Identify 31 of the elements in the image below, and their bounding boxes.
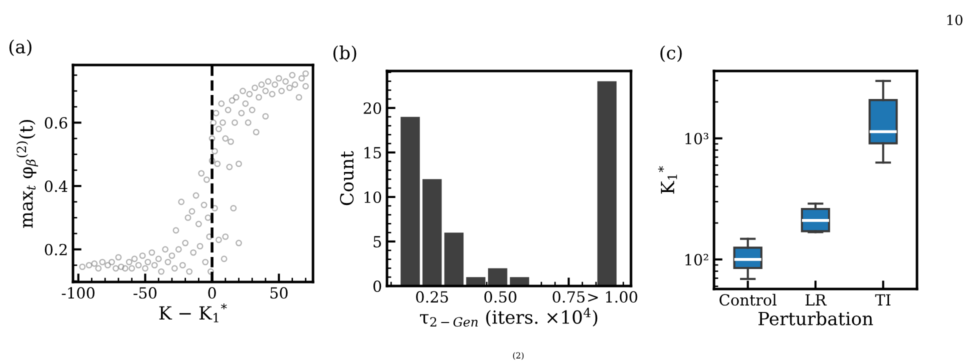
x-axis-title: τ$_{2−Gen}$ (iters. ×10$^{4}$) xyxy=(420,308,598,327)
chart-title: (a) xyxy=(9,40,32,56)
y-tick-label: 0.4 xyxy=(44,180,68,192)
text: (2) xyxy=(513,352,524,360)
x-tick-label: 50 xyxy=(270,287,288,299)
x-axis-title: K − K$_{1}$$^{*}$ xyxy=(159,304,227,322)
y-tick-label: 5 xyxy=(374,236,381,248)
y-axis-title: K$_{1}$$^{*}$ xyxy=(658,166,677,194)
y-tick-label: 0.6 xyxy=(44,117,68,129)
y-tick-label: 15 xyxy=(364,146,381,158)
chart-title: (c) xyxy=(660,46,682,62)
y-tick-label: 10² xyxy=(685,254,708,266)
x-tick-label: 0.25 xyxy=(416,291,448,303)
x-axis-title: Perturbation xyxy=(758,311,874,326)
x-tick-label: 0 xyxy=(208,287,216,299)
y-tick-label: 10 xyxy=(364,191,382,203)
x-tick-label: Control xyxy=(720,294,777,306)
x-tick-label: > 1.00 xyxy=(588,291,638,303)
x-tick-label: 0.50 xyxy=(484,291,516,303)
y-tick-label: 0.2 xyxy=(44,244,67,256)
x-tick-label: LR xyxy=(806,294,827,306)
y-tick-label: 20 xyxy=(364,102,382,114)
x-tick-label: TI xyxy=(875,294,890,306)
y-axis-title: Count xyxy=(340,151,354,206)
x-tick-label: -50 xyxy=(134,287,156,299)
y-axis-title: max$_{t}$ φ$_{β}$$^{(2)}$(t) xyxy=(16,120,38,228)
y-tick-label: 10³ xyxy=(685,132,708,144)
text: 10 xyxy=(947,14,962,26)
chart-title: (b) xyxy=(333,46,356,62)
x-tick-label: -100 xyxy=(62,287,94,299)
x-tick-label: 0.75 xyxy=(552,291,585,303)
